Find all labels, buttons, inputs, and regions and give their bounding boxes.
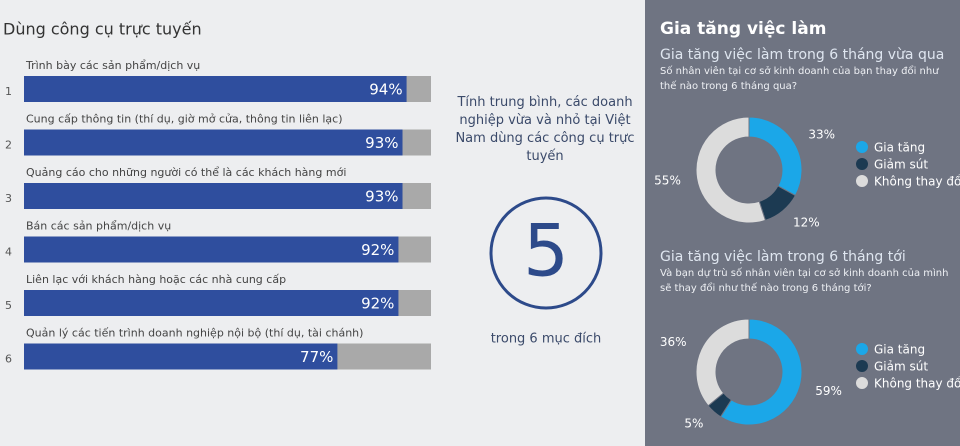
legend-label: Giảm sút [874,360,928,374]
row-number: 6 [5,353,12,366]
legend-label: Gia tăng [874,343,925,357]
value-label: 5% [684,416,703,430]
donut-segment [695,318,750,407]
value-label: 36% [660,335,687,349]
legend-marker [856,360,868,372]
legend-label: Không thay đổi [874,377,960,391]
category-label: Quảng cáo cho những người có thể là các … [26,166,346,179]
chart-subtitle: Và bạn dự trù số nhân viên tại cơ sở kin… [660,268,949,294]
left-background [0,0,645,446]
donut-segment [719,318,803,426]
chart-subtitle: Số nhân viên tại cơ sở kinh doanh của bạ… [660,66,939,92]
value-label: 92% [361,241,394,259]
summary-box: Tính trung bình, các doanh nghiệp vừa và… [455,95,635,164]
panel-title: Gia tăng việc làm [660,19,826,39]
row-number: 2 [5,139,12,152]
row-number: 5 [5,299,12,312]
category-label: Cung cấp thông tin (thí dụ, giờ mở cửa, … [26,113,343,126]
row-number: 3 [5,192,12,205]
donut-segment [695,116,767,224]
bar [24,343,338,370]
summary-number: 5 [523,209,569,293]
bar [24,76,407,102]
legend-marker [856,158,868,170]
chart-title: Gia tăng việc làm trong 6 tháng vừa qua [660,47,944,63]
value-label: 33% [808,127,835,141]
value-label: 77% [300,348,333,366]
legend-label: Giảm sút [874,158,928,172]
row-number: 4 [5,246,12,259]
value-label: 94% [369,81,402,99]
legend-marker [856,175,868,187]
bar [24,129,403,156]
summary-circle [489,196,603,310]
row-number: 1 [5,85,12,98]
value-label: 92% [361,295,394,313]
summary-text: Tính trung bình, các doanh nghiệp vừa và… [455,95,635,164]
bar [24,183,403,209]
category-label: Quản lý các tiến trình doanh nghiệp nội … [26,327,363,340]
value-label: 93% [365,188,398,206]
legend-marker [856,141,868,153]
summary-caption: trong 6 mục đích [491,332,602,347]
chart-title: Dùng công cụ trực tuyến [3,20,202,39]
category-label: Liên lạc với khách hàng hoặc các nhà cun… [26,273,286,286]
category-label: Bán các sản phẩm/dịch vụ [26,220,171,233]
legend-label: Không thay đổi [874,175,960,189]
legend-marker [856,343,868,355]
value-label: 93% [365,134,398,152]
value-label: 12% [793,216,820,230]
bar [24,236,399,263]
legend-label: Gia tăng [874,141,925,155]
value-label: 59% [815,384,842,398]
bar [24,290,399,316]
chart-title: Gia tăng việc làm trong 6 tháng tới [660,249,906,265]
category-label: Trình bày các sản phẩm/dịch vụ [25,59,200,72]
chart-subtitle-box: Và bạn dự trù số nhân viên tại cơ sở kin… [660,268,949,294]
chart-subtitle-box: Số nhân viên tại cơ sở kinh doanh của bạ… [660,66,939,92]
value-label: 55% [654,173,681,187]
legend-marker [856,377,868,389]
